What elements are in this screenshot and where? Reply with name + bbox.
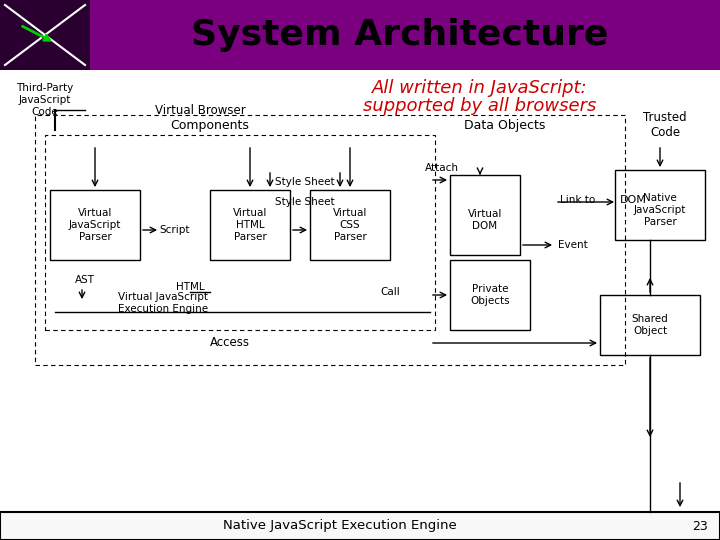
Bar bbox=[0, 0, 90, 70]
Bar bbox=[0, 0, 720, 70]
Text: Data Objects: Data Objects bbox=[464, 118, 546, 132]
Text: Virtual
DOM: Virtual DOM bbox=[468, 209, 502, 231]
Text: supported by all browsers: supported by all browsers bbox=[364, 97, 597, 115]
Text: Attach: Attach bbox=[425, 163, 459, 173]
Bar bbox=[0, 512, 720, 540]
Bar bbox=[45, 135, 435, 330]
Text: Event: Event bbox=[558, 240, 588, 250]
Text: Native
JavaScript
Parser: Native JavaScript Parser bbox=[634, 193, 686, 227]
Text: Virtual
CSS
Parser: Virtual CSS Parser bbox=[333, 208, 367, 241]
Text: Script: Script bbox=[160, 225, 190, 235]
Text: HTML: HTML bbox=[176, 282, 204, 292]
Text: Virtual JavaScript
Execution Engine: Virtual JavaScript Execution Engine bbox=[118, 292, 208, 314]
Text: All written in JavaScript:: All written in JavaScript: bbox=[372, 79, 588, 97]
Text: AST: AST bbox=[75, 275, 95, 285]
Bar bbox=[615, 170, 705, 240]
Text: Shared
Object: Shared Object bbox=[631, 314, 668, 336]
Text: Call: Call bbox=[380, 287, 400, 297]
Text: Private
Objects: Private Objects bbox=[470, 284, 510, 306]
Text: Virtual
JavaScript
Parser: Virtual JavaScript Parser bbox=[69, 208, 121, 241]
Bar bbox=[50, 190, 140, 260]
Bar bbox=[600, 295, 700, 355]
Text: Virtual
HTML
Parser: Virtual HTML Parser bbox=[233, 208, 267, 241]
Text: Native JavaScript Execution Engine: Native JavaScript Execution Engine bbox=[223, 519, 457, 532]
Bar bbox=[450, 175, 520, 255]
Bar bbox=[310, 190, 390, 260]
Bar bbox=[450, 260, 530, 330]
Text: Components: Components bbox=[171, 118, 249, 132]
Text: Virtual Browser: Virtual Browser bbox=[155, 104, 246, 117]
Bar bbox=[35, 115, 625, 365]
Text: Access: Access bbox=[210, 336, 250, 349]
Text: Link to: Link to bbox=[560, 195, 595, 205]
Text: Style Sheet: Style Sheet bbox=[275, 197, 335, 207]
Text: Third-Party
JavaScript
Code: Third-Party JavaScript Code bbox=[17, 83, 73, 117]
Text: DOM: DOM bbox=[620, 195, 647, 205]
Text: Style Sheet: Style Sheet bbox=[275, 177, 335, 187]
Text: Trusted
Code: Trusted Code bbox=[643, 111, 687, 139]
Text: 23: 23 bbox=[692, 519, 708, 532]
Text: System Architecture: System Architecture bbox=[192, 18, 608, 52]
Bar bbox=[210, 190, 290, 260]
